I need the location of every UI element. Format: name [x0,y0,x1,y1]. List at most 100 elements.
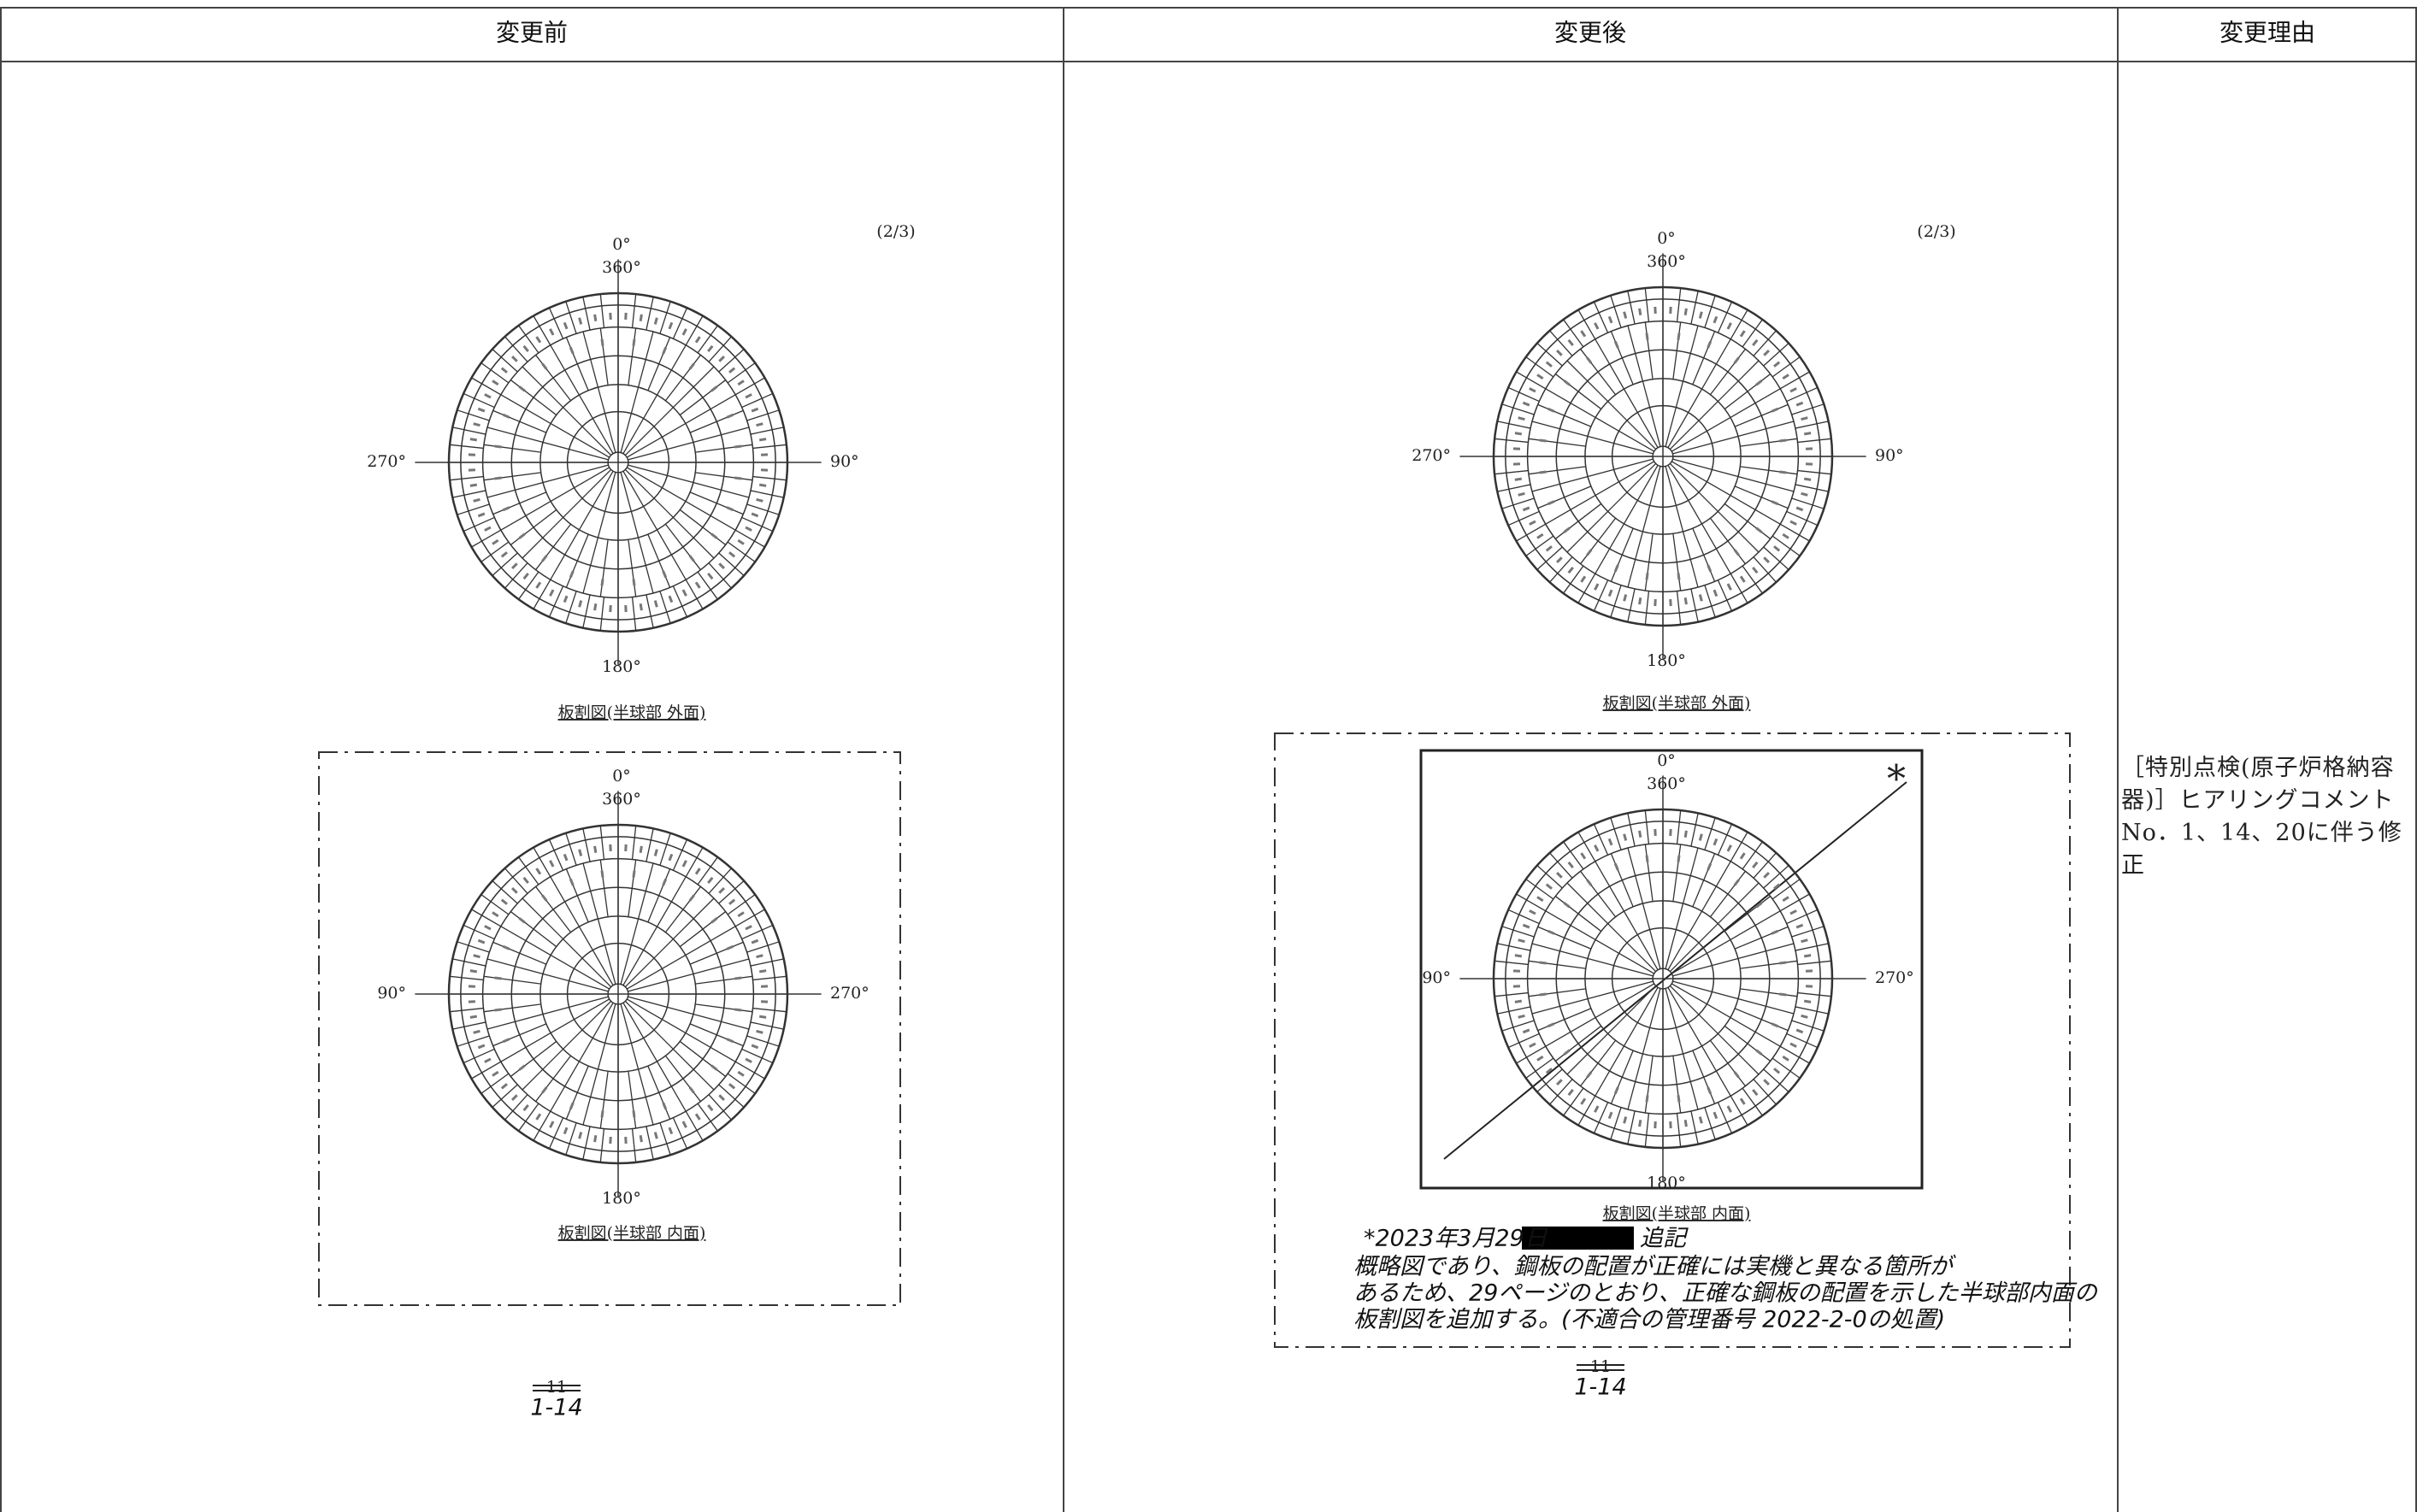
radial-line [1566,462,1657,553]
cell-label [710,917,718,924]
radial-line [752,444,787,450]
radial-line [452,1021,486,1030]
radial-line [565,1065,589,1120]
cell-label [1795,401,1804,407]
radial-line [550,876,614,986]
radial-line [672,838,688,871]
radial-line [1709,870,1746,918]
cell-label [1733,1071,1740,1079]
radial-line [486,958,609,992]
radial-line [504,336,528,362]
cell-label [653,600,658,608]
new-page-number: 1-14 [1574,1374,1626,1401]
radial-line [664,354,701,402]
radial-line [1537,926,1592,950]
radial-line [518,856,539,885]
cell-label [1567,861,1574,868]
radial-line [1672,844,1682,902]
radial-line [1549,1079,1573,1105]
cell-label [1613,340,1619,349]
radial-line [1644,1056,1654,1114]
cell-label [1789,909,1797,915]
cell-label [1795,923,1804,929]
cell-label [563,321,569,330]
cell-label [1755,379,1763,386]
radial-line [500,467,610,531]
radial-line [1545,910,1655,974]
radial-line [1671,983,1781,1047]
radial-line [624,366,715,456]
cell-label [758,969,767,974]
cell-label [756,422,763,427]
cell-label [502,413,510,419]
cell-label [1795,506,1804,512]
radial-line [1545,983,1655,1047]
radial-line [582,828,591,862]
cell-label [1539,470,1547,474]
radial-line [565,301,577,334]
radial-line [1494,991,1529,997]
cell-label [681,1121,687,1128]
radial-line [1595,464,1659,574]
radial-line [1593,1102,1609,1134]
radial-line [522,1000,612,1091]
cell-label [1539,992,1547,997]
radial-line [1692,331,1716,385]
cell-label [1763,556,1770,563]
cell-label [1580,330,1587,338]
radial-line [550,344,614,455]
radial-line [565,591,577,624]
radial-line [471,377,502,396]
cell-label [662,570,668,579]
cell-label [1518,1014,1525,1019]
radial-line [450,444,484,450]
radial-line [1763,343,1789,367]
cell-label [1733,356,1740,364]
radial-line [664,523,701,571]
radial-line [631,294,637,328]
cell-label [1752,861,1759,868]
cell-label [681,860,687,868]
radial-line [1672,1056,1682,1114]
cell-label [1613,1086,1619,1095]
radial-line [697,571,718,600]
cell-label [639,603,643,611]
cell-label [1518,491,1525,497]
cell-label [578,1132,583,1139]
radial-line [741,1048,774,1064]
radial-line [1580,348,1617,396]
radial-line [1797,991,1831,997]
cell-label [511,562,518,569]
radial-line [518,325,539,354]
cell-label [1801,938,1808,944]
cell-label [1733,549,1740,556]
cell-label [1698,1116,1703,1124]
cell-label [1522,1028,1530,1034]
radial-line [734,529,765,548]
radial-line [599,539,609,597]
radial-line [1528,438,1586,447]
cell-label [494,976,502,980]
cell-label [1773,1068,1781,1074]
cell-label [500,1083,508,1090]
cell-label [569,1102,575,1110]
cell-label [1801,491,1808,497]
radial-line [582,1003,616,1126]
radial-line [565,868,589,923]
radial-line [1724,896,1771,932]
cell-label [535,1113,542,1121]
radial-line [582,472,616,594]
radial-line [752,975,787,981]
radial-line [1742,565,1763,594]
cell-label [600,338,604,346]
radial-line [718,349,745,373]
radial-line [1704,1107,1716,1140]
radial-line [727,541,756,562]
cell-label [518,385,526,392]
annotation-mark: * [1887,758,1906,802]
cell-label [726,944,734,950]
cell-label [694,336,701,344]
plate-diagram [1459,775,1866,1182]
angle-label: 180° [1647,651,1686,670]
radial-line [1730,832,1748,862]
